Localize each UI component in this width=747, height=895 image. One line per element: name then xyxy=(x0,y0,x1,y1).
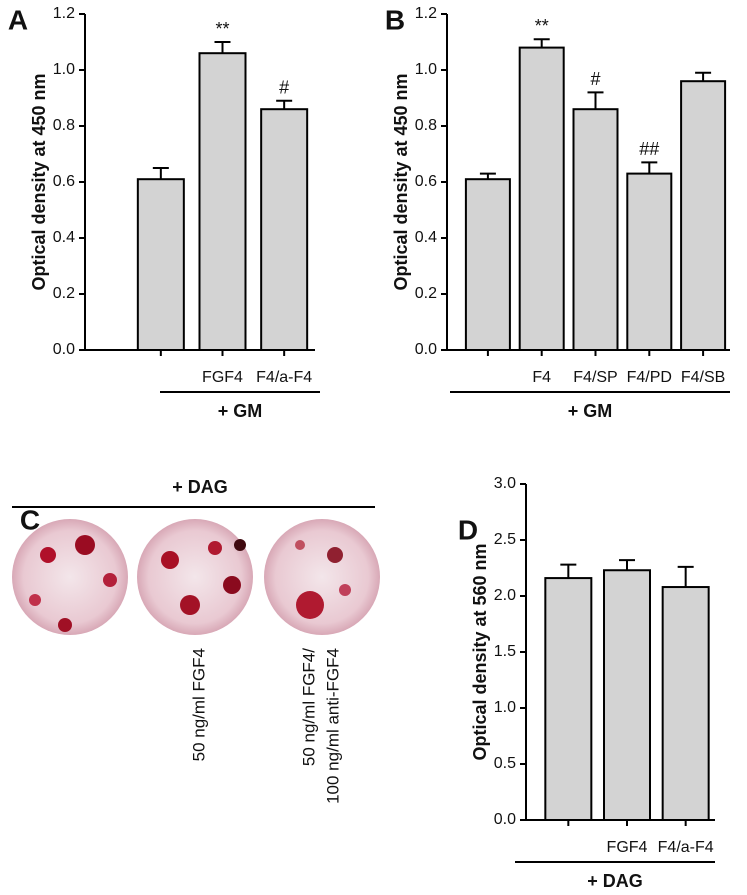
bar xyxy=(198,52,247,351)
y-tick-label: 0.2 xyxy=(53,285,75,302)
error-bar xyxy=(533,38,550,48)
error-bar xyxy=(152,167,169,180)
error-bar xyxy=(214,41,231,54)
significance: ## xyxy=(639,139,659,159)
panel-label: D xyxy=(458,514,478,545)
significance: ** xyxy=(535,16,549,36)
significance: ** xyxy=(215,19,229,39)
x-tick-label: FGF4 xyxy=(202,369,243,386)
group-label: + DAG xyxy=(172,477,228,497)
y-axis-label: Optical density at 560 nm xyxy=(470,543,490,760)
group-label: + GM xyxy=(568,401,613,421)
error-bar xyxy=(276,99,293,110)
y-tick-label: 0.0 xyxy=(494,811,516,828)
y-tick-label: 0.0 xyxy=(53,341,75,358)
y-tick-label: 0.6 xyxy=(415,173,437,190)
panel-label: A xyxy=(8,4,28,35)
bar xyxy=(572,108,619,351)
bar xyxy=(464,178,511,351)
y-tick-label: 1.5 xyxy=(494,643,516,660)
y-tick-label: 0.8 xyxy=(53,117,75,134)
error-bar xyxy=(587,91,604,110)
group-label: + DAG xyxy=(587,871,643,891)
y-tick-label: 1.0 xyxy=(415,61,437,78)
x-tick-label: FGF4 xyxy=(607,839,648,856)
bar xyxy=(544,577,593,822)
y-tick-label: 3.0 xyxy=(494,475,516,492)
bar xyxy=(680,80,727,351)
x-tick-label: F4/SB xyxy=(681,369,725,386)
error-bar xyxy=(560,563,577,579)
bar xyxy=(603,569,651,821)
bar xyxy=(626,172,673,351)
x-tick-label: F4 xyxy=(532,369,551,386)
y-tick-label: 0.4 xyxy=(415,229,437,246)
error-bar xyxy=(619,559,635,571)
group-label: + GM xyxy=(218,401,263,421)
error-bar xyxy=(695,71,712,82)
x-tick-label: F4/a-F4 xyxy=(256,369,312,386)
y-tick-label: 1.2 xyxy=(415,5,437,22)
y-tick-label: 2.5 xyxy=(494,531,516,548)
significance: # xyxy=(590,69,600,89)
bar xyxy=(260,108,309,351)
y-tick-label: 0.6 xyxy=(53,173,75,190)
y-tick-label: 0.4 xyxy=(53,229,75,246)
y-tick-label: 0.8 xyxy=(415,117,437,134)
x-tick-label: F4/SP xyxy=(573,369,617,386)
image-caption: 100 ng/ml anti-FGF4 xyxy=(323,648,342,804)
y-tick-label: 0.5 xyxy=(494,755,516,772)
y-tick-label: 1.2 xyxy=(53,5,75,22)
error-bar xyxy=(479,172,496,180)
image-caption: 50 ng/ml FGF4 xyxy=(189,648,208,761)
x-tick-label: F4/PD xyxy=(627,369,672,386)
image-caption: 50 ng/ml FGF4/ xyxy=(299,648,318,766)
y-tick-label: 0.2 xyxy=(415,285,437,302)
y-tick-label: 2.0 xyxy=(494,587,516,604)
panel-label: C xyxy=(20,504,40,535)
y-tick-label: 1.0 xyxy=(494,699,516,716)
x-tick-label: F4/a-F4 xyxy=(658,839,714,856)
y-axis-label: Optical density at 450 nm xyxy=(29,73,49,290)
y-axis-label: Optical density at 450 nm xyxy=(391,73,411,290)
bar xyxy=(136,178,185,351)
error-bar xyxy=(641,161,658,174)
panel-label: B xyxy=(385,4,405,35)
bar xyxy=(661,586,710,821)
y-tick-label: 0.0 xyxy=(415,341,437,358)
y-tick-label: 1.0 xyxy=(53,61,75,78)
bar xyxy=(518,46,565,351)
micrographs xyxy=(12,519,380,635)
error-bar xyxy=(677,565,694,588)
significance: # xyxy=(279,78,289,98)
